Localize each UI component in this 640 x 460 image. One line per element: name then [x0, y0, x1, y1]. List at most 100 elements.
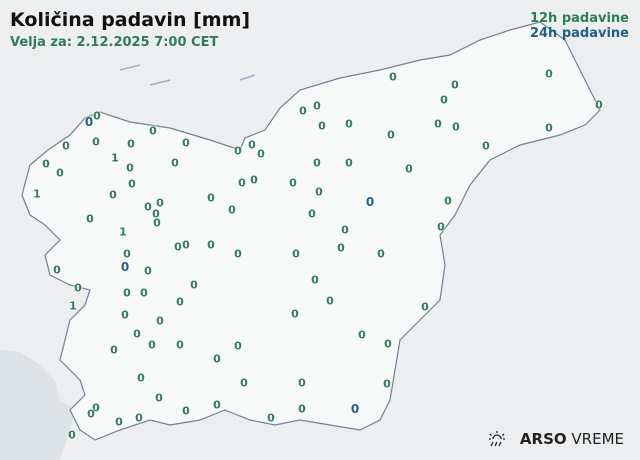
- brand-light: VREME: [571, 430, 624, 448]
- station-value-12h: 0: [299, 104, 307, 118]
- station-value-12h: 0: [387, 128, 395, 142]
- station-value-12h: 0: [240, 376, 248, 390]
- station-value-12h: 1: [69, 299, 77, 313]
- station-value-12h: 0: [298, 376, 306, 390]
- station-value-12h: 0: [171, 156, 179, 170]
- station-value-12h: 0: [298, 402, 306, 416]
- station-value-12h: 0: [156, 196, 164, 210]
- station-value-12h: 1: [111, 151, 119, 165]
- slovenia-land: [21, 21, 601, 441]
- station-value-12h: 0: [174, 240, 182, 254]
- station-value-12h: 0: [313, 99, 321, 113]
- station-value-12h: 0: [257, 147, 265, 161]
- station-value-12h: 0: [176, 295, 184, 309]
- station-value-12h: 0: [42, 157, 50, 171]
- valid-time: Velja za: 2.12.2025 7:00 CET: [10, 35, 219, 50]
- legend: 12h padavine 24h padavine: [530, 11, 629, 41]
- station-value-12h: 0: [152, 207, 160, 221]
- station-value-12h: 0: [434, 117, 442, 131]
- station-value-12h: 0: [421, 300, 429, 314]
- station-value-12h: 0: [213, 398, 221, 412]
- station-value-12h: 0: [110, 343, 118, 357]
- sea: [0, 350, 75, 460]
- station-value-12h: 0: [389, 70, 397, 84]
- station-value-12h: 0: [315, 185, 323, 199]
- station-value-12h: 0: [289, 176, 297, 190]
- station-value-12h: 0: [545, 121, 553, 135]
- sun-rain-icon: [488, 431, 505, 447]
- station-value-12h: 0: [238, 176, 246, 190]
- station-value-12h: 0: [62, 139, 70, 153]
- station-value-12h: 0: [595, 98, 603, 112]
- station-value-24h: 0: [120, 260, 130, 274]
- station-value-12h: 0: [444, 194, 452, 208]
- station-value-12h: 0: [123, 286, 131, 300]
- station-value-12h: 0: [86, 212, 94, 226]
- station-value-12h: 0: [440, 93, 448, 107]
- station-value-24h: 0: [365, 195, 375, 209]
- station-value-12h: 0: [213, 352, 221, 366]
- station-value-12h: 0: [228, 203, 236, 217]
- station-value-12h: 1: [33, 187, 41, 201]
- station-value-12h: 0: [318, 119, 326, 133]
- station-value-12h: 0: [156, 314, 164, 328]
- station-value-12h: 0: [182, 404, 190, 418]
- station-value-12h: 0: [234, 247, 242, 261]
- station-value-12h: 0: [126, 161, 134, 175]
- station-value-12h: 0: [326, 294, 334, 308]
- station-value-12h: 0: [313, 156, 321, 170]
- map-title: Količina padavin [mm]: [10, 9, 251, 31]
- station-value-12h: 0: [148, 338, 156, 352]
- station-value-12h: 0: [545, 67, 553, 81]
- legend-24h: 24h padavine: [529, 26, 629, 41]
- station-value-12h: 0: [144, 200, 152, 214]
- station-value-12h: 0: [383, 377, 391, 391]
- station-value-12h: 0: [93, 109, 101, 123]
- arso-logo: ARSO VREME: [488, 430, 624, 448]
- station-value-12h: 0: [377, 247, 385, 261]
- station-value-24h: 0: [84, 115, 94, 129]
- station-value-12h: 0: [234, 339, 242, 353]
- station-value-12h: 0: [121, 308, 129, 322]
- station-value-12h: 0: [115, 415, 123, 429]
- legend-12h: 12h padavine: [529, 11, 629, 26]
- station-value-12h: 0: [291, 307, 299, 321]
- station-value-12h: 0: [311, 273, 319, 287]
- station-value-12h: 0: [92, 135, 100, 149]
- station-value-12h: 0: [176, 338, 184, 352]
- station-value-12h: 0: [140, 286, 148, 300]
- station-value-12h: 0: [337, 241, 345, 255]
- station-value-12h: 0: [87, 407, 95, 421]
- station-value-12h: 0: [207, 191, 215, 205]
- station-value-12h: 0: [56, 166, 64, 180]
- station-value-12h: 0: [437, 220, 445, 234]
- station-value-12h: 0: [128, 177, 136, 191]
- station-value-12h: 0: [267, 411, 275, 425]
- station-value-12h: 0: [68, 428, 76, 442]
- station-value-12h: 1: [119, 225, 127, 239]
- station-value-12h: 0: [153, 216, 161, 230]
- station-value-12h: 0: [308, 207, 316, 221]
- station-value-12h: 0: [135, 411, 143, 425]
- station-value-12h: 0: [234, 144, 242, 158]
- station-value-12h: 0: [182, 238, 190, 252]
- station-value-12h: 0: [137, 371, 145, 385]
- station-value-24h: 0: [350, 402, 360, 416]
- station-value-12h: 0: [123, 247, 131, 261]
- station-value-12h: 0: [144, 264, 152, 278]
- station-value-12h: 0: [482, 139, 490, 153]
- station-value-12h: 0: [149, 124, 157, 138]
- station-value-12h: 0: [53, 263, 61, 277]
- station-value-12h: 0: [384, 337, 392, 351]
- station-value-12h: 0: [292, 247, 300, 261]
- station-value-12h: 0: [250, 173, 258, 187]
- station-value-12h: 0: [405, 162, 413, 176]
- station-value-12h: 0: [248, 138, 256, 152]
- station-value-12h: 0: [127, 137, 135, 151]
- station-value-12h: 0: [155, 391, 163, 405]
- station-value-12h: 0: [207, 238, 215, 252]
- station-value-12h: 0: [74, 281, 82, 295]
- station-value-12h: 0: [182, 136, 190, 150]
- station-value-12h: 0: [341, 223, 349, 237]
